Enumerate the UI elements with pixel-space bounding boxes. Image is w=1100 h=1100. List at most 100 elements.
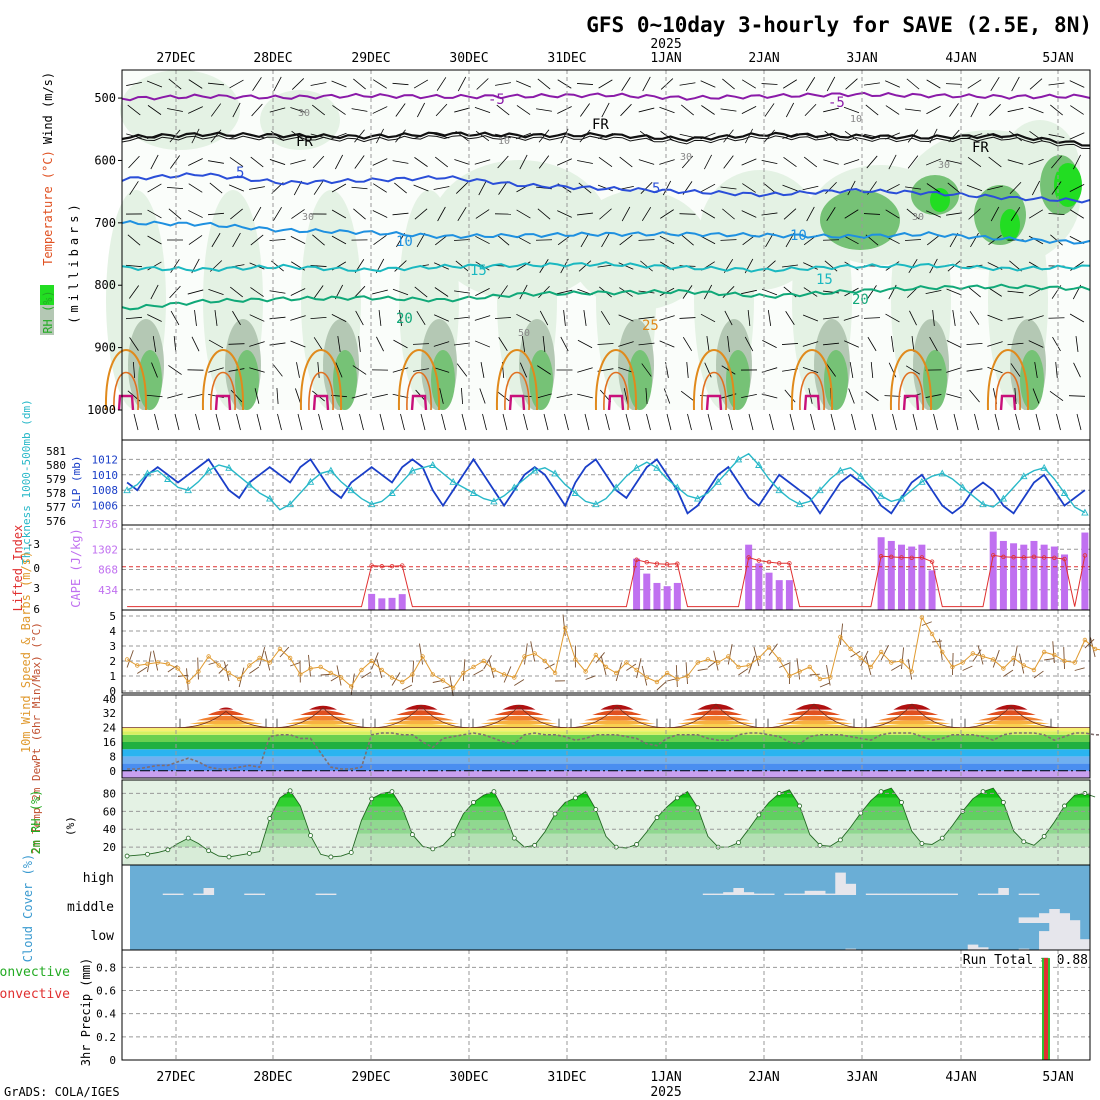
wind-barb-10m xyxy=(738,668,749,676)
wind-barb-10m xyxy=(249,666,260,674)
wind-speed-marker xyxy=(634,667,639,673)
wind-speed-marker xyxy=(807,664,812,670)
wind-barb xyxy=(662,180,672,196)
wind-speed-marker xyxy=(461,670,466,676)
wind-speed-marker xyxy=(980,654,986,659)
ytick-label: 600 xyxy=(94,153,116,167)
wind-barb xyxy=(969,311,980,325)
wind-barb xyxy=(885,80,900,88)
wind-speed-marker xyxy=(308,666,313,671)
wind-barb xyxy=(844,209,859,219)
wind-barb-10m xyxy=(977,645,984,665)
wind-barb xyxy=(851,413,856,431)
wind-speed-marker xyxy=(450,685,456,691)
li-tick-label: -3 xyxy=(27,538,40,551)
cloud-high-block xyxy=(254,893,266,895)
wind-barb xyxy=(291,130,305,142)
wind-barb xyxy=(618,341,634,347)
wind-barb xyxy=(236,413,241,431)
wind-barb xyxy=(154,413,159,431)
wind-speed-marker xyxy=(298,672,303,677)
wind-barb xyxy=(556,393,573,399)
wind-barb xyxy=(454,342,470,346)
isotherm-label: FR xyxy=(972,140,989,156)
cape-bar xyxy=(918,544,926,610)
wind-barb xyxy=(228,184,245,192)
lifted-index-marker xyxy=(756,558,762,563)
wind-speed-marker xyxy=(257,655,262,661)
thickness-marker xyxy=(327,466,335,474)
wind-barb xyxy=(891,336,894,352)
ytick-label: 4 xyxy=(109,625,116,638)
wind-barb xyxy=(823,316,839,320)
isotherm-label: -5 xyxy=(828,95,845,111)
wind-barb-10m xyxy=(809,673,820,676)
cloud-low-block xyxy=(1049,923,1060,950)
wind-barb xyxy=(744,336,754,352)
li-tick-label: 3 xyxy=(33,582,40,595)
wind-barb xyxy=(269,290,286,294)
cape-tick-label: 434 xyxy=(98,584,118,597)
wind-barb xyxy=(680,390,695,402)
cloud-high-block xyxy=(733,888,744,895)
wind-speed-marker xyxy=(400,679,405,685)
cloud-high-block xyxy=(896,893,907,895)
wind-barb xyxy=(599,208,612,220)
cloud-high-block xyxy=(763,893,775,895)
rh-shade-bright xyxy=(930,188,950,212)
wind-barb xyxy=(885,105,900,115)
wind-barb xyxy=(519,154,528,170)
wind-barb xyxy=(310,82,327,86)
wind-barb xyxy=(313,181,324,195)
wind-barb xyxy=(147,314,162,322)
wind-barb xyxy=(905,365,921,375)
slp-tick-label: 1008 xyxy=(92,484,119,497)
wind-barb-10m xyxy=(626,663,637,671)
temp-curve xyxy=(962,705,1060,728)
ytick-label: 40 xyxy=(103,823,116,836)
warm-layer-contour xyxy=(986,349,1030,411)
cape-bar xyxy=(643,573,651,610)
wind-speed-marker xyxy=(563,625,568,631)
wind-barb-10m xyxy=(865,655,872,676)
wind-barb xyxy=(906,78,920,90)
wind-barb-10m xyxy=(768,643,778,656)
wind-barb xyxy=(420,413,426,431)
ytick-label: 0.2 xyxy=(96,1031,116,1044)
wind-barb xyxy=(208,289,224,295)
wind-speed-marker xyxy=(991,657,996,662)
wind-barb-10m xyxy=(514,679,525,686)
warm-layer-contour xyxy=(594,349,638,411)
wind-speed-marker xyxy=(267,660,272,665)
wind-speed-marker xyxy=(1031,667,1037,673)
wind-barb xyxy=(1014,387,1017,405)
cape-bar xyxy=(633,558,641,610)
wind-barb xyxy=(482,413,487,431)
wind-speed-marker xyxy=(1041,649,1047,655)
ylabel-millibars: (millibars) xyxy=(67,200,81,323)
cloud-high-block xyxy=(193,893,204,895)
wind-barb xyxy=(727,336,730,352)
wind-speed-marker xyxy=(1021,663,1026,668)
warm-layer-contour xyxy=(104,349,148,411)
isotherm-line xyxy=(121,261,1091,273)
wind-barb xyxy=(276,387,279,405)
wind-barb xyxy=(152,336,157,352)
wind-barb-10m xyxy=(197,657,199,680)
wind-barb xyxy=(946,393,962,399)
wind-barb xyxy=(761,212,778,216)
wind-barb xyxy=(803,156,818,168)
temp-curve xyxy=(470,705,568,728)
wind-speed-marker xyxy=(878,649,884,655)
wind-barb xyxy=(782,264,798,268)
axis-label-precip: Total / Rain Convective 3hr Precip (mm) xyxy=(0,958,93,1066)
dewpoint-line xyxy=(127,732,1100,770)
wind-barb xyxy=(994,413,1000,431)
wind-barb xyxy=(679,82,696,86)
wind-barb xyxy=(478,180,487,196)
lifted-index-marker xyxy=(1082,553,1088,558)
wind-barb xyxy=(173,336,177,352)
temp-hump-band xyxy=(300,710,346,715)
wind-barb xyxy=(745,128,753,144)
